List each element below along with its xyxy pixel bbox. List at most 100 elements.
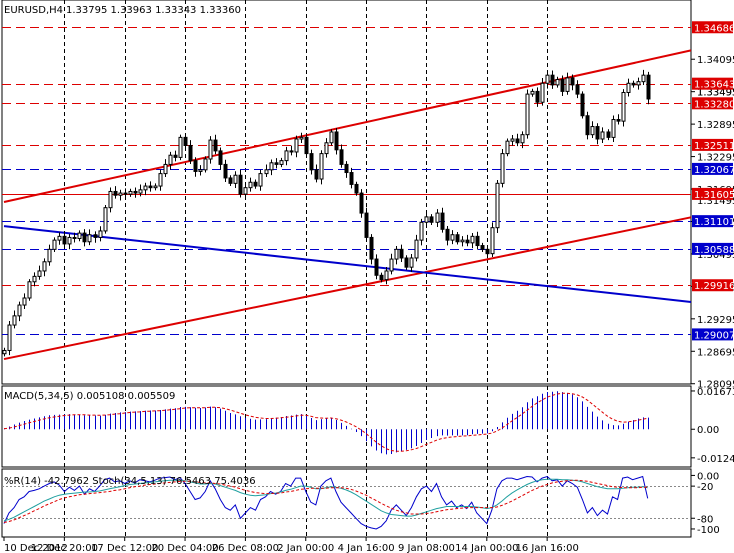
candle-body[interactable] [193,160,198,172]
candle-body[interactable] [87,234,92,243]
candle-body[interactable] [520,134,525,144]
candle-body[interactable] [646,74,651,100]
candle-body[interactable] [158,173,163,187]
candle-body[interactable] [389,258,394,272]
candle-body[interactable] [530,90,535,95]
candle-body[interactable] [274,162,279,165]
candle-body[interactable] [621,91,626,122]
candle-body[interactable] [450,234,455,241]
candle-body[interactable] [334,131,339,151]
candle-body[interactable] [595,126,600,140]
candle-body[interactable] [243,187,248,195]
candle-body[interactable] [354,183,359,194]
candle-body[interactable] [108,190,113,209]
candle-body[interactable] [495,182,500,229]
candle-body[interactable] [264,169,269,175]
candle-body[interactable] [349,172,354,185]
candle-body[interactable] [319,153,324,180]
candle-body[interactable] [233,174,238,184]
candle-body[interactable] [47,248,52,263]
trendline-red[interactable] [3,49,692,203]
level-price-tag[interactable] [692,328,733,341]
candle-body[interactable] [424,216,429,223]
candle-body[interactable] [399,248,404,259]
level-price-tag[interactable] [692,162,733,175]
candle-body[interactable] [113,190,118,196]
candle-body[interactable] [404,257,409,268]
candle-body[interactable] [565,77,570,92]
candle-body[interactable] [510,138,515,142]
candle-body[interactable] [384,270,389,281]
candle-body[interactable] [364,212,369,238]
candle-body[interactable] [118,192,123,196]
candle-body[interactable] [153,185,158,189]
candle-body[interactable] [258,173,263,187]
candle-body[interactable] [309,153,314,171]
candle-body[interactable] [575,84,580,95]
candle-body[interactable] [178,136,183,158]
candle-body[interactable] [475,235,480,247]
candle-body[interactable] [203,158,208,171]
candle-body[interactable] [17,304,22,317]
candle-body[interactable] [419,221,424,241]
candle-body[interactable] [228,177,233,184]
wpr-line[interactable] [3,475,649,530]
candle-body[interactable] [82,232,87,243]
candle-body[interactable] [299,136,304,140]
candle-body[interactable] [344,163,349,174]
candle-body[interactable] [2,349,7,355]
candle-body[interactable] [67,236,72,245]
stochastic-signal-line[interactable] [3,479,648,523]
candle-body[interactable] [611,119,616,138]
candle-body[interactable] [289,150,294,153]
candle-body[interactable] [440,212,445,230]
candle-body[interactable] [213,139,218,152]
candle-body[interactable] [143,185,148,191]
candle-body[interactable] [93,234,98,238]
candle-body[interactable] [359,192,364,214]
candle-body[interactable] [32,275,37,283]
candle-body[interactable] [560,79,565,92]
trendline-red[interactable] [3,216,692,361]
candle-body[interactable] [580,93,585,117]
level-price-tag[interactable] [692,97,733,110]
candle-body[interactable] [409,257,414,268]
candle-body[interactable] [248,181,253,189]
candle-body[interactable] [641,74,646,83]
candle-body[interactable] [208,139,213,160]
candle-body[interactable] [188,144,193,162]
candle-body[interactable] [314,169,319,180]
candle-body[interactable] [540,82,545,103]
candle-body[interactable] [72,236,77,240]
level-price-tag[interactable] [692,77,733,90]
candle-body[interactable] [103,207,108,232]
candle-body[interactable] [52,239,57,250]
candle-body[interactable] [57,235,62,241]
candle-body[interactable] [374,258,379,276]
candle-body[interactable] [414,239,419,259]
candle-body[interactable] [429,216,434,223]
candle-body[interactable] [369,236,374,260]
candle-body[interactable] [555,79,560,86]
candle-body[interactable] [269,162,274,171]
level-price-tag[interactable] [692,21,733,34]
candle-body[interactable] [168,154,173,165]
candle-body[interactable] [148,185,153,189]
candle-body[interactable] [294,138,299,153]
candle-body[interactable] [279,160,284,165]
candle-body[interactable] [128,190,133,195]
level-price-tag[interactable] [692,215,733,228]
candle-body[interactable] [445,228,450,241]
candle-body[interactable] [631,82,636,86]
candle-body[interactable] [12,315,17,326]
candle-body[interactable] [238,174,243,195]
candle-body[interactable] [37,270,42,277]
trendline-blue[interactable] [3,225,692,303]
candle-body[interactable] [616,119,621,122]
candle-body[interactable] [62,235,67,245]
candle-body[interactable] [480,245,485,250]
candle-body[interactable] [606,131,611,138]
candle-body[interactable] [7,324,12,351]
candle-body[interactable] [218,150,223,165]
